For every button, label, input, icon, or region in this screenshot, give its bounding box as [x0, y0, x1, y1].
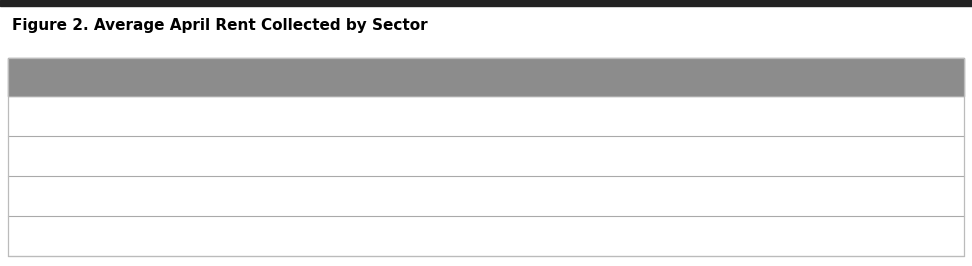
- Text: REIT Type: REIT Type: [32, 69, 113, 85]
- Bar: [8, 96, 964, 136]
- Bar: [8, 216, 964, 256]
- Bar: [8, 58, 964, 96]
- Bar: [8, 136, 964, 176]
- Text: Health care: Health care: [32, 109, 117, 123]
- Text: Average April Rent Collected: Average April Rent Collected: [467, 69, 705, 85]
- Text: Industrial: Industrial: [32, 148, 101, 164]
- Bar: [0, 0, 972, 6]
- Text: Retail: Regional Malls and Outlets: Retail: Regional Malls and Outlets: [32, 228, 279, 243]
- Bar: [8, 176, 964, 216]
- Text: 90–100%: 90–100%: [467, 148, 535, 164]
- Text: 50–60%: 50–60%: [467, 189, 525, 203]
- Text: Retail: Strip Centers: Retail: Strip Centers: [32, 189, 180, 203]
- Text: 10–30%: 10–30%: [467, 228, 525, 243]
- Text: Figure 2. Average April Rent Collected by Sector: Figure 2. Average April Rent Collected b…: [12, 18, 428, 33]
- Text: 90–100%: 90–100%: [467, 109, 535, 123]
